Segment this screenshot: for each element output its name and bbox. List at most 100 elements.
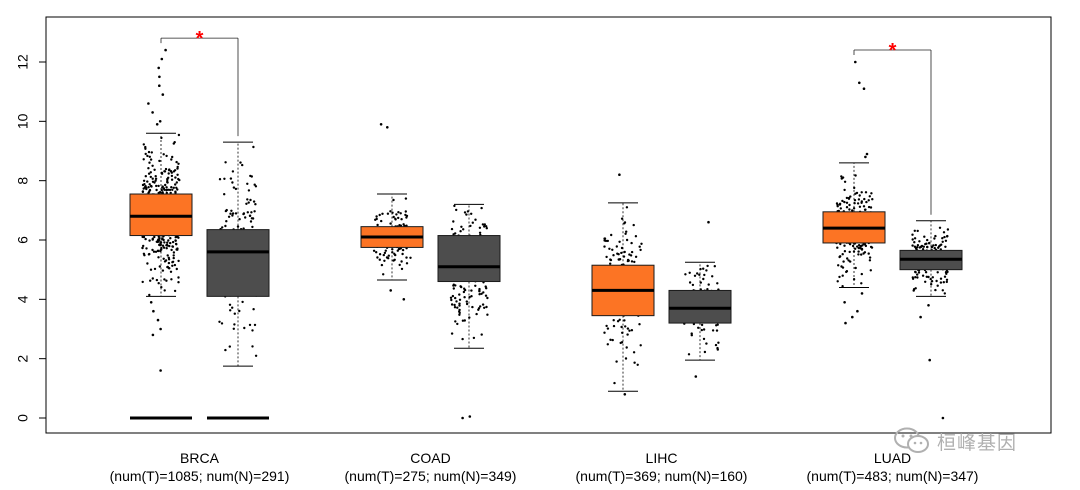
data-point: [478, 290, 481, 293]
outlier-point: [386, 126, 389, 129]
data-point: [399, 212, 402, 215]
data-point: [162, 153, 165, 156]
outlier-point: [856, 309, 859, 313]
data-point: [163, 241, 166, 244]
data-point: [470, 212, 473, 215]
data-point: [867, 199, 870, 202]
data-point: [851, 209, 854, 212]
outlier-point: [694, 375, 698, 378]
data-point: [374, 218, 377, 221]
data-point: [711, 275, 714, 278]
data-point: [142, 158, 145, 161]
data-point: [863, 251, 867, 254]
data-point: [920, 244, 924, 248]
data-point: [453, 204, 456, 208]
outlier-point: [160, 57, 164, 61]
data-point: [176, 165, 179, 169]
outlier-point: [618, 173, 621, 176]
data-point: [165, 154, 168, 158]
data-point: [935, 279, 938, 283]
data-point: [161, 185, 164, 188]
data-point: [470, 289, 473, 292]
data-point: [234, 187, 238, 191]
data-point: [942, 281, 945, 284]
data-point: [921, 274, 925, 277]
data-point: [167, 261, 171, 265]
data-point: [705, 269, 708, 272]
data-point: [865, 200, 868, 204]
data-point: [605, 324, 608, 328]
data-point: [836, 280, 839, 283]
data-point: [934, 288, 937, 292]
data-point: [231, 212, 235, 215]
outlier-point: [928, 358, 931, 362]
data-point: [625, 346, 628, 349]
data-point: [230, 209, 233, 212]
data-point: [615, 360, 618, 363]
y-tick-label: 8: [15, 177, 31, 185]
data-point: [400, 218, 403, 221]
data-point: [141, 235, 144, 239]
data-point: [843, 180, 847, 183]
data-point: [151, 277, 154, 280]
data-point: [154, 175, 157, 178]
y-tick-label: 6: [15, 236, 31, 244]
data-point: [466, 210, 470, 213]
data-point: [927, 242, 931, 245]
data-point: [386, 212, 390, 215]
outlier-point: [707, 220, 710, 224]
wechat-icon: [894, 427, 929, 453]
data-point: [857, 253, 860, 256]
data-point: [693, 274, 697, 277]
data-point: [168, 168, 171, 171]
data-point: [142, 244, 145, 248]
data-point: [625, 230, 628, 233]
data-point: [911, 233, 914, 236]
data-point: [713, 265, 716, 268]
data-point: [170, 158, 173, 161]
data-point: [169, 270, 173, 273]
data-point: [687, 353, 691, 356]
data-point: [606, 239, 609, 243]
data-point: [610, 233, 613, 237]
data-point: [477, 308, 480, 311]
data-point: [868, 256, 872, 259]
data-point: [484, 294, 488, 297]
data-point: [456, 306, 459, 309]
data-point: [868, 195, 871, 198]
data-point: [400, 260, 403, 263]
data-point: [945, 272, 948, 275]
data-point: [456, 322, 459, 326]
tumor-box: [129, 132, 193, 420]
data-point: [449, 296, 453, 299]
data-point: [478, 231, 482, 234]
data-point: [174, 236, 177, 239]
data-point: [604, 239, 608, 243]
data-point: [224, 161, 227, 164]
data-point: [943, 292, 946, 295]
data-point: [911, 276, 914, 279]
data-point: [247, 189, 251, 192]
data-point: [461, 319, 465, 322]
data-point: [458, 304, 461, 307]
outlier-point: [149, 301, 153, 304]
data-point: [165, 189, 168, 192]
data-point: [397, 211, 400, 214]
data-point: [142, 179, 146, 182]
data-point: [401, 248, 405, 252]
data-point: [630, 250, 634, 254]
data-point: [158, 237, 161, 240]
data-point: [716, 323, 719, 326]
data-point: [688, 281, 692, 284]
data-point: [231, 306, 234, 309]
data-point: [916, 244, 920, 247]
data-point: [151, 238, 154, 241]
data-point: [839, 255, 842, 258]
data-point: [177, 177, 180, 181]
data-point: [841, 274, 844, 277]
data-point: [227, 215, 231, 218]
data-point: [218, 178, 222, 181]
data-point: [838, 275, 841, 279]
y-tick-label: 4: [15, 295, 31, 303]
data-point: [154, 179, 157, 182]
